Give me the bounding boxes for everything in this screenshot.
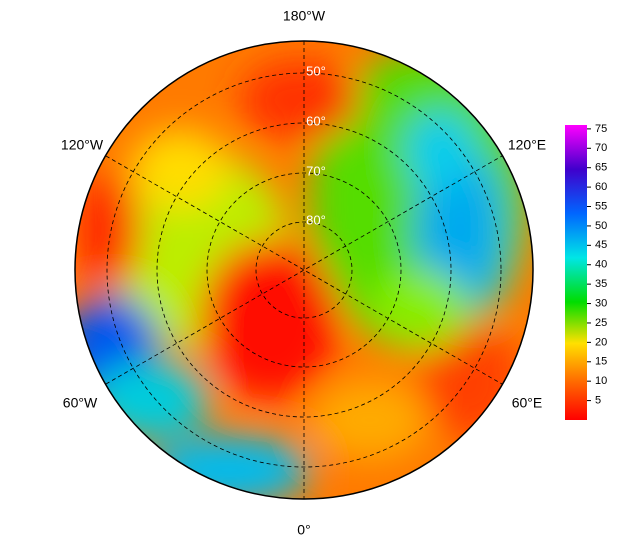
latitude-label: 60° <box>306 113 326 128</box>
longitude-label: 180°W <box>283 8 326 24</box>
colorbar-tick-label: 25 <box>595 317 607 329</box>
colorbar-tick-label: 10 <box>595 375 607 387</box>
colorbar-tick-label: 5 <box>595 394 601 406</box>
latitude-label: 80° <box>306 212 326 227</box>
colorbar-tick-label: 65 <box>595 162 607 174</box>
longitude-label: 120°E <box>508 137 546 153</box>
colorbar-tick-label: 15 <box>595 356 607 368</box>
colorbar-tick-label: 45 <box>595 239 607 251</box>
longitude-label: 120°W <box>61 137 104 153</box>
colorbar-scale <box>565 125 587 420</box>
colorbar-tick-label: 35 <box>595 278 607 290</box>
longitude-label: 0° <box>297 522 310 538</box>
latitude-label: 70° <box>306 163 326 178</box>
colorbar-tick-label: 70 <box>595 142 607 154</box>
colorbar-tick-label: 75 <box>595 123 607 135</box>
longitude-label: 60°W <box>63 395 98 411</box>
colorbar-tick-label: 60 <box>595 181 607 193</box>
longitude-label: 60°E <box>512 395 543 411</box>
colorbar-tick-label: 40 <box>595 259 607 271</box>
colorbar-tick-label: 55 <box>595 200 607 212</box>
colorbar-tick-label: 30 <box>595 297 607 309</box>
colorbar-tick-label: 50 <box>595 220 607 232</box>
graticule <box>105 41 503 499</box>
colorbar-tick-label: 20 <box>595 336 607 348</box>
latitude-label: 50° <box>306 63 326 78</box>
colorbar: 5 10 15 20 25 30 35 40 45 50 55 60 65 70 75 <box>565 123 607 420</box>
map-boundary <box>74 40 534 500</box>
